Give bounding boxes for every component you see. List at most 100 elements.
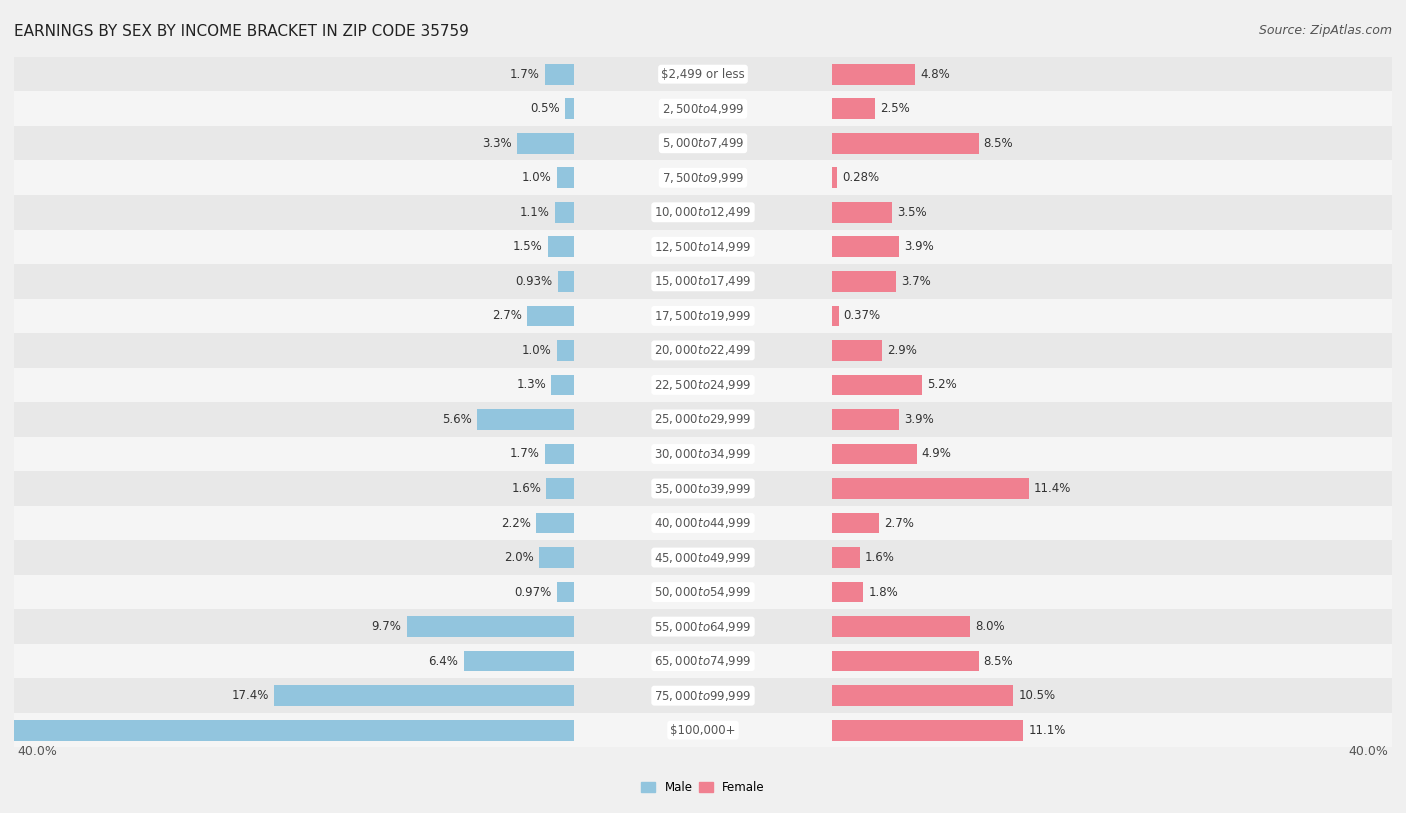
Bar bbox=[832, 685, 1012, 706]
Bar bbox=[14, 57, 1392, 91]
Bar bbox=[832, 513, 879, 533]
Text: 1.5%: 1.5% bbox=[513, 241, 543, 254]
Bar bbox=[527, 306, 574, 326]
Text: 3.9%: 3.9% bbox=[904, 241, 934, 254]
Bar bbox=[14, 610, 1392, 644]
Text: 1.3%: 1.3% bbox=[516, 378, 547, 391]
Text: $12,500 to $14,999: $12,500 to $14,999 bbox=[654, 240, 752, 254]
Text: 5.6%: 5.6% bbox=[443, 413, 472, 426]
Text: $10,000 to $12,499: $10,000 to $12,499 bbox=[654, 206, 752, 220]
Bar bbox=[832, 616, 970, 637]
Text: 9.7%: 9.7% bbox=[371, 620, 402, 633]
Text: 0.37%: 0.37% bbox=[844, 310, 880, 323]
Bar bbox=[517, 133, 574, 154]
Text: 2.5%: 2.5% bbox=[880, 102, 910, 115]
Text: $100,000+: $100,000+ bbox=[671, 724, 735, 737]
Text: $45,000 to $49,999: $45,000 to $49,999 bbox=[654, 550, 752, 564]
Bar bbox=[832, 375, 922, 395]
Bar bbox=[551, 375, 574, 395]
Bar bbox=[14, 402, 1392, 437]
Text: Source: ZipAtlas.com: Source: ZipAtlas.com bbox=[1258, 24, 1392, 37]
Text: 2.7%: 2.7% bbox=[492, 310, 522, 323]
Text: 2.7%: 2.7% bbox=[884, 516, 914, 529]
Legend: Male, Female: Male, Female bbox=[637, 776, 769, 799]
Bar bbox=[14, 333, 1392, 367]
Text: 4.9%: 4.9% bbox=[922, 447, 952, 460]
Bar bbox=[544, 63, 574, 85]
Text: $5,000 to $7,499: $5,000 to $7,499 bbox=[662, 137, 744, 150]
Bar bbox=[464, 650, 574, 672]
Text: 3.5%: 3.5% bbox=[897, 206, 927, 219]
Bar bbox=[536, 513, 574, 533]
Bar bbox=[832, 650, 979, 672]
Bar bbox=[544, 444, 574, 464]
Text: $2,499 or less: $2,499 or less bbox=[661, 67, 745, 80]
Text: 6.4%: 6.4% bbox=[429, 654, 458, 667]
Text: $25,000 to $29,999: $25,000 to $29,999 bbox=[654, 412, 752, 427]
Text: 11.1%: 11.1% bbox=[1029, 724, 1066, 737]
Text: EARNINGS BY SEX BY INCOME BRACKET IN ZIP CODE 35759: EARNINGS BY SEX BY INCOME BRACKET IN ZIP… bbox=[14, 24, 470, 39]
Text: $40,000 to $44,999: $40,000 to $44,999 bbox=[654, 516, 752, 530]
Bar bbox=[14, 437, 1392, 472]
Bar bbox=[14, 160, 1392, 195]
Text: 0.97%: 0.97% bbox=[515, 585, 553, 598]
Bar bbox=[832, 167, 837, 188]
Text: 0.28%: 0.28% bbox=[842, 172, 879, 185]
Bar bbox=[14, 472, 1392, 506]
Text: 10.5%: 10.5% bbox=[1018, 689, 1056, 702]
Bar bbox=[557, 167, 574, 188]
Text: 40.0%: 40.0% bbox=[17, 745, 58, 758]
Text: 1.0%: 1.0% bbox=[522, 344, 551, 357]
Bar bbox=[557, 340, 574, 361]
Bar bbox=[832, 340, 882, 361]
Text: 1.7%: 1.7% bbox=[509, 67, 540, 80]
Bar bbox=[555, 202, 574, 223]
Bar bbox=[832, 444, 917, 464]
Text: $65,000 to $74,999: $65,000 to $74,999 bbox=[654, 654, 752, 668]
Text: 40.0%: 40.0% bbox=[1348, 745, 1389, 758]
Text: $2,500 to $4,999: $2,500 to $4,999 bbox=[662, 102, 744, 115]
Bar bbox=[832, 133, 979, 154]
Bar bbox=[832, 98, 875, 119]
Bar bbox=[548, 237, 574, 257]
Text: 5.2%: 5.2% bbox=[927, 378, 956, 391]
Text: 2.0%: 2.0% bbox=[505, 551, 534, 564]
Bar bbox=[832, 478, 1029, 499]
Text: $7,500 to $9,999: $7,500 to $9,999 bbox=[662, 171, 744, 185]
Bar bbox=[557, 582, 574, 602]
Text: 17.4%: 17.4% bbox=[232, 689, 269, 702]
Bar bbox=[14, 575, 1392, 610]
Text: $17,500 to $19,999: $17,500 to $19,999 bbox=[654, 309, 752, 323]
Bar bbox=[832, 582, 863, 602]
Text: 4.8%: 4.8% bbox=[920, 67, 950, 80]
Bar bbox=[558, 271, 574, 292]
Text: 8.5%: 8.5% bbox=[984, 654, 1014, 667]
Bar bbox=[406, 616, 574, 637]
Bar bbox=[540, 547, 574, 568]
Text: $30,000 to $34,999: $30,000 to $34,999 bbox=[654, 447, 752, 461]
Bar bbox=[14, 678, 1392, 713]
Bar bbox=[832, 271, 896, 292]
Bar bbox=[14, 367, 1392, 402]
Bar bbox=[832, 237, 900, 257]
Text: 8.0%: 8.0% bbox=[976, 620, 1005, 633]
Text: 3.3%: 3.3% bbox=[482, 137, 512, 150]
Bar bbox=[14, 541, 1392, 575]
Text: $15,000 to $17,499: $15,000 to $17,499 bbox=[654, 274, 752, 289]
Text: $50,000 to $54,999: $50,000 to $54,999 bbox=[654, 585, 752, 599]
Bar bbox=[832, 202, 893, 223]
Bar bbox=[14, 264, 1392, 298]
Text: 8.5%: 8.5% bbox=[984, 137, 1014, 150]
Text: $75,000 to $99,999: $75,000 to $99,999 bbox=[654, 689, 752, 702]
Bar bbox=[14, 644, 1392, 678]
Bar bbox=[547, 478, 574, 499]
Bar bbox=[14, 713, 1392, 747]
Bar bbox=[478, 409, 574, 430]
Text: 1.6%: 1.6% bbox=[865, 551, 894, 564]
Bar bbox=[832, 409, 900, 430]
Text: 0.93%: 0.93% bbox=[516, 275, 553, 288]
Text: $20,000 to $22,499: $20,000 to $22,499 bbox=[654, 343, 752, 358]
Text: $55,000 to $64,999: $55,000 to $64,999 bbox=[654, 620, 752, 633]
Text: 2.2%: 2.2% bbox=[501, 516, 531, 529]
Text: 1.1%: 1.1% bbox=[520, 206, 550, 219]
